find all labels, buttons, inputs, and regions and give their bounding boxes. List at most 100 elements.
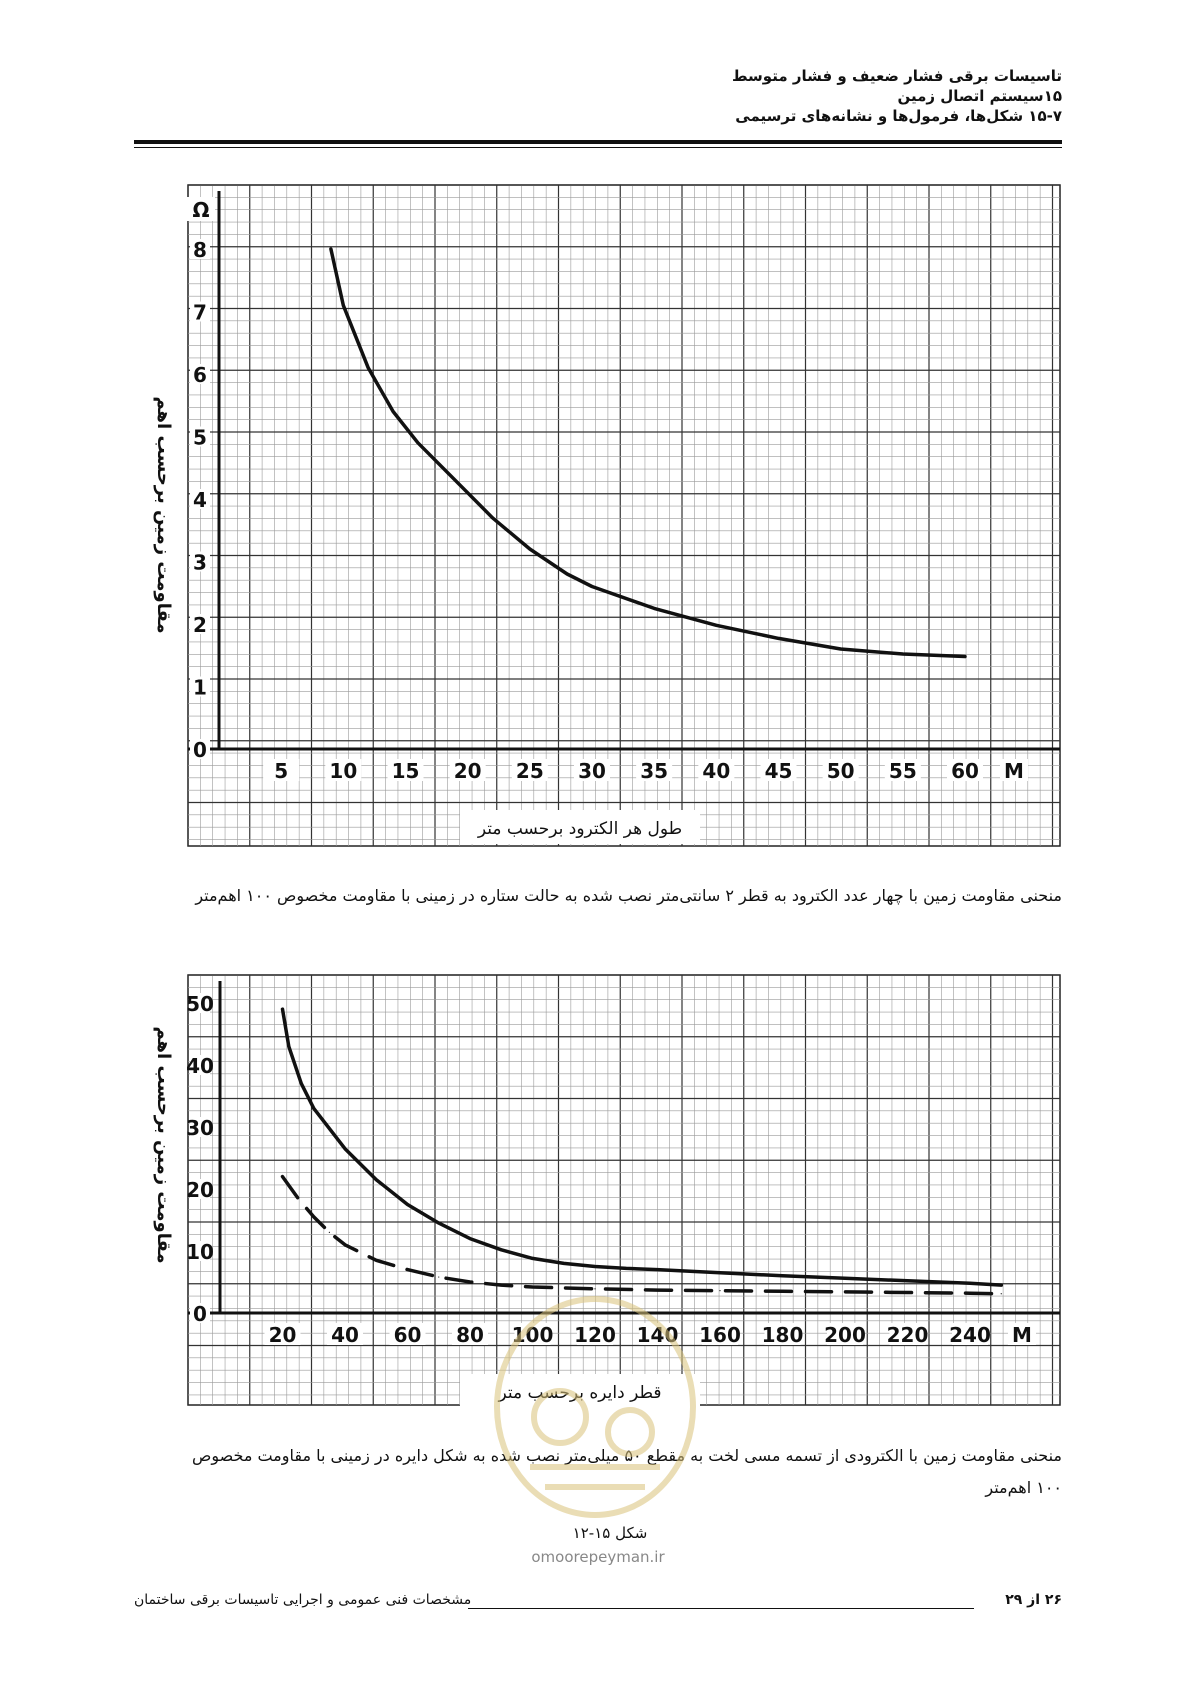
chart-1-y-tick-label: 0	[193, 738, 207, 762]
chart-1-series-1-point	[467, 492, 469, 494]
chart-2-x-tick-bg	[952, 1323, 988, 1345]
chart-2-series-1-point	[344, 1148, 346, 1150]
chart-2-y-tick-label: 40	[186, 1054, 214, 1078]
chart-1-series-1-point	[653, 607, 655, 609]
chart-2-x-tick-label: 180	[762, 1323, 804, 1347]
chart-1-x-tick-label: 45	[765, 759, 793, 783]
chart-2-series-2-point	[594, 1288, 596, 1290]
chart-2-series-1-point	[406, 1203, 409, 1206]
chart-1-series-1-point	[591, 585, 593, 588]
chart-2-series-2-point	[844, 1291, 846, 1293]
chart-1-x-tick-label: 30	[578, 759, 606, 783]
chart-2-series-1-point	[563, 1262, 565, 1264]
chart-1-x-unit-bg	[1000, 759, 1028, 781]
chart-1-y-tick-label: 5	[193, 426, 207, 450]
chart-1-x-tick-bg	[947, 759, 983, 781]
chart-2-x-unit: M	[1012, 1323, 1032, 1347]
chart-2-x-tick-label: 120	[574, 1323, 616, 1347]
chart-1-y-tick-bg	[190, 551, 210, 572]
chart-2-y-tick-bg	[190, 1241, 210, 1261]
chart-1-series-1-point	[715, 624, 717, 626]
chart-2-series-2-point	[969, 1292, 971, 1294]
chart-1-x-tick-label: 50	[827, 759, 855, 783]
chart-1-x-tick-bg	[822, 759, 859, 781]
chart-2-x-tick-label: 160	[699, 1323, 741, 1347]
chart-2-series-1-point	[469, 1238, 471, 1240]
chart-2-series-2-point	[328, 1231, 330, 1233]
chart-1-x-tick-bg	[698, 759, 735, 781]
chart-2-y-tick-label: 10	[186, 1240, 214, 1264]
header-line-1: تاسیسات برقی فشار ضعیف و فشار متوسط	[731, 67, 1062, 85]
chart-2-x-tick-label: 240	[949, 1323, 991, 1347]
chart-2-series-2-point	[297, 1197, 299, 1199]
chart-1-x-tick-bg	[387, 759, 424, 781]
chart-1-series-1-point	[417, 442, 419, 444]
chart-1-x-tick-bg	[511, 759, 548, 781]
chart-1-y-tick-label: 1	[193, 676, 207, 700]
chart-2-x-tick-label: 80	[456, 1323, 484, 1347]
chart-2-series-2-point	[656, 1289, 659, 1291]
chart-1-x-unit: M	[1004, 759, 1024, 783]
chart-1-y-tick-bg	[190, 614, 210, 634]
figure-label: شکل ۱۵-۱۲	[572, 1524, 648, 1542]
chart-2-series-1-point	[300, 1083, 302, 1085]
footer-title: مشخصات فنی عمومی و اجرایی تاسیسات برقی س…	[134, 1592, 472, 1608]
chart-1-y-tick-bg	[190, 426, 210, 447]
chart-2-series-1-point	[531, 1257, 534, 1260]
chart-2-y-tick-bg	[190, 1303, 210, 1323]
chart-2-x-tick-bg	[389, 1323, 426, 1345]
chart-2-series-2-point	[438, 1276, 440, 1278]
chart-1-series-1-point	[902, 653, 904, 655]
chart-2-series-1-point	[313, 1107, 315, 1109]
chart-1-series-1-point	[442, 467, 444, 469]
chart-2-x-tick-bg	[514, 1323, 551, 1345]
chart-1-y-tick-label: 6	[193, 363, 207, 387]
chart-2-y-tick-bg	[190, 993, 210, 1013]
header-rule-thin	[134, 147, 1062, 148]
watermark-site: omoorepeyman.ir	[531, 1548, 665, 1566]
chart-1-series-1-point	[840, 648, 842, 650]
chart-1-x-tick-label: 25	[516, 759, 544, 783]
chart-1-x-tick-bg	[884, 759, 921, 781]
chart-2-x-tick-bg	[889, 1323, 926, 1345]
chart-1-x-tick-bg	[263, 759, 300, 781]
chart-2-x-tick-label: 60	[394, 1323, 422, 1347]
chart-2-series-2-point	[344, 1244, 346, 1246]
footer-rule	[468, 1608, 974, 1609]
chart-2-series-2-point	[375, 1259, 377, 1261]
chart-1-series-1-point	[330, 248, 332, 250]
chart-1-y-tick-label: 3	[193, 551, 207, 575]
chart-1-y-tick-label: 2	[193, 613, 207, 637]
chart-2-series-1-point	[781, 1275, 784, 1277]
caption-chart-2: منحنی مقاومت زمین با الکترودی از تسمه مس…	[192, 1446, 1062, 1497]
chart-1-series-1-point	[566, 573, 568, 575]
chart-1-y-tick-label: 4	[193, 488, 207, 512]
chart-1-x-tick-bg	[325, 759, 362, 781]
chart-2-x-tick-bg	[327, 1323, 363, 1345]
chart-1-x-tick-label: 15	[392, 759, 420, 783]
chart-2-series-1-point	[594, 1265, 596, 1268]
chart-1-x-tick-bg	[760, 759, 797, 781]
chart-2-x-tick-label: 220	[887, 1323, 929, 1347]
chart-2-y-tick-label: 50	[186, 992, 214, 1016]
chart-2-series-2-point	[531, 1286, 534, 1288]
chart-1-frame	[187, 184, 1061, 847]
chart-1-x-tick-label: 10	[329, 759, 357, 783]
chart-2-series-1-point	[969, 1282, 971, 1284]
chart-1-series-1-point	[529, 548, 531, 550]
chart-2-x-unit-bg	[1008, 1323, 1036, 1345]
chart-2-y-tick-label: 20	[186, 1178, 214, 1202]
chart-1-series-1-point	[777, 637, 780, 639]
chart-2-y-tick-bg	[190, 1117, 210, 1137]
chart-1-series-1-point	[392, 410, 394, 413]
chart-2-series-1-point	[500, 1249, 502, 1251]
chart-2-ylabel: مقاومت زمین برحسب اهم	[153, 1026, 174, 1263]
caption-chart-1: منحنی مقاومت زمین با چهار عدد الکترود به…	[195, 886, 1062, 905]
chart-1-xlabel: طول هر الکترود برحسب متر	[477, 819, 682, 839]
chart-2-y-tick-label: 30	[186, 1116, 214, 1140]
chart-1-x-tick-bg	[636, 759, 673, 781]
chart-1-y-tick-bg	[190, 676, 210, 697]
chart-1-y-unit-bg	[187, 197, 215, 221]
chart-1-series-1-point	[964, 655, 966, 658]
